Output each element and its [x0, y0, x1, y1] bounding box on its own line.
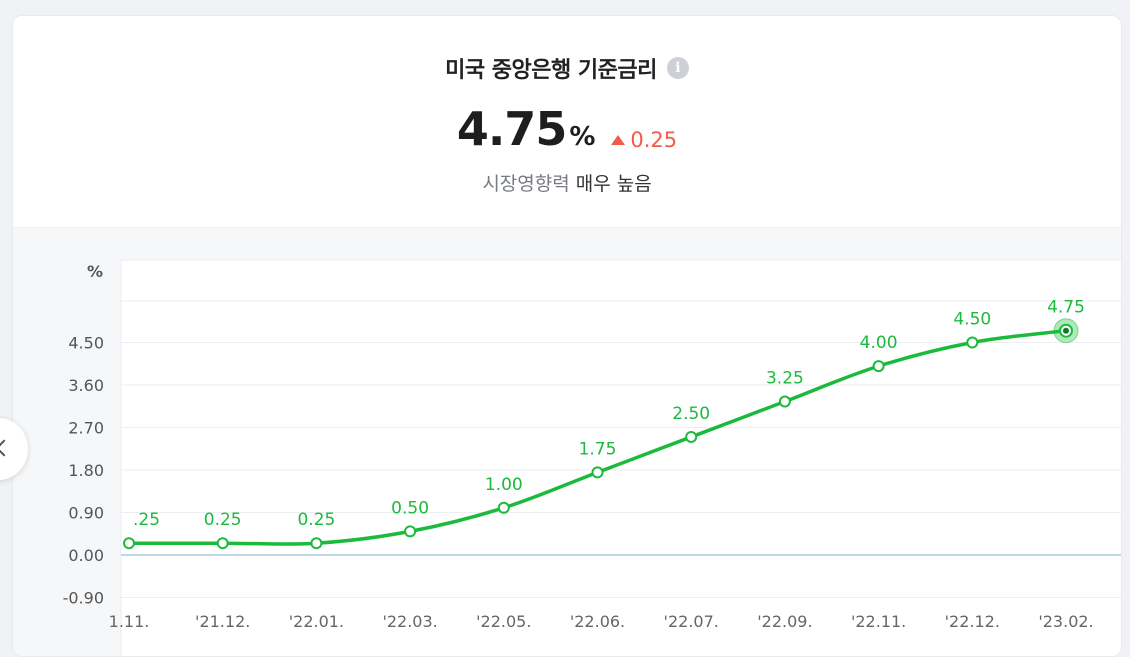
- x-tick-label: '22.11.: [851, 612, 906, 631]
- y-tick-label: -0.90: [63, 589, 104, 608]
- data-point[interactable]: [497, 501, 510, 514]
- rate-line-chart: % -0.90 0.00 0.90 1.80 2.70 3.60 4.50 1.11. '21.…: [63, 259, 1121, 656]
- value-row: 4.75 % 0.25: [13, 102, 1121, 158]
- x-tick-label: '21.12.: [195, 612, 250, 631]
- influence-value: 매우 높음: [575, 173, 652, 195]
- data-label: .25: [133, 510, 160, 530]
- current-point-dot: [1063, 327, 1069, 334]
- data-point[interactable]: [591, 466, 604, 479]
- rate-change: 0.25: [611, 128, 677, 152]
- y-axis: % -0.90 0.00 0.90 1.80 2.70 3.60 4.50: [63, 262, 104, 608]
- y-tick-label: 1.80: [68, 461, 104, 480]
- grid-lines: [120, 259, 1121, 656]
- data-label: 0.25: [204, 510, 242, 530]
- x-tick-label: '22.01.: [289, 612, 344, 631]
- y-tick-label: 2.70: [68, 419, 104, 438]
- data-label: 1.75: [579, 439, 617, 459]
- data-point[interactable]: [404, 525, 417, 538]
- chart-area: % -0.90 0.00 0.90 1.80 2.70 3.60 4.50 1.11. '21.…: [13, 227, 1121, 656]
- x-tick-label: 1.11.: [109, 612, 150, 631]
- data-point[interactable]: [778, 395, 791, 408]
- y-axis-unit-label: %: [87, 262, 103, 281]
- x-tick-label: '22.09.: [757, 612, 812, 631]
- data-label: 0.25: [297, 510, 335, 530]
- plot-background: [121, 260, 1121, 656]
- data-point[interactable]: [685, 430, 698, 443]
- info-icon[interactable]: i: [666, 57, 689, 79]
- data-label: 1.00: [485, 475, 523, 495]
- x-tick-label: '22.07.: [664, 612, 719, 631]
- data-points: [123, 318, 1079, 550]
- data-label: 4.75: [1047, 298, 1085, 318]
- data-label: 3.25: [766, 369, 804, 389]
- title-row: 미국 중앙은행 기준금리 i: [13, 54, 1121, 83]
- rate-unit: %: [569, 122, 596, 152]
- data-labels: .25 0.25 0.25 0.50 1.00 1.75 2.50 3.25 4.00 4.50 4…: [133, 298, 1085, 531]
- x-tick-label: '22.12.: [945, 612, 1000, 631]
- x-tick-label: '22.03.: [382, 612, 437, 631]
- card-header: 미국 중앙은행 기준금리 i 4.75 % 0.25 시장영향력 매우 높음: [13, 16, 1121, 226]
- page-title: 미국 중앙은행 기준금리: [445, 58, 657, 83]
- data-point[interactable]: [216, 537, 229, 550]
- y-tick-label: 3.60: [68, 376, 104, 395]
- rate-card: 미국 중앙은행 기준금리 i 4.75 % 0.25 시장영향력 매우 높음 %…: [12, 15, 1122, 657]
- y-tick-label: 0.90: [68, 504, 104, 523]
- data-label: 4.00: [860, 333, 898, 353]
- rate-value: 4.75: [456, 102, 567, 156]
- x-tick-label: '23.02.: [1038, 612, 1093, 631]
- data-point[interactable]: [872, 360, 885, 373]
- data-point[interactable]: [966, 336, 979, 349]
- data-label: 0.50: [391, 498, 429, 518]
- up-triangle-icon: [611, 135, 626, 145]
- y-tick-label: 0.00: [68, 546, 104, 565]
- influence-label: 시장영향력: [482, 173, 570, 195]
- x-tick-label: '22.05.: [476, 612, 531, 631]
- chevron-left-icon: [0, 439, 13, 457]
- data-label: 2.50: [672, 404, 710, 424]
- y-tick-label: 4.50: [68, 334, 104, 353]
- x-axis: 1.11. '21.12. '22.01. '22.03. '22.05. '22.06.…: [109, 612, 1094, 631]
- data-point[interactable]: [310, 537, 323, 550]
- data-label: 4.50: [953, 310, 991, 330]
- rate-change-value: 0.25: [630, 128, 678, 152]
- market-influence: 시장영향력 매우 높음: [13, 169, 1121, 196]
- x-tick-label: '22.06.: [570, 612, 625, 631]
- data-point[interactable]: [123, 537, 135, 550]
